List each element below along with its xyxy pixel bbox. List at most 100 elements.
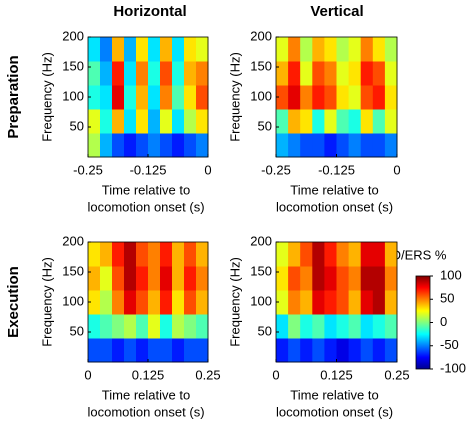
x-tick-label: 0.25 [384, 367, 409, 382]
heatmap-cell [324, 266, 337, 291]
heatmap-cell [88, 242, 101, 267]
heatmap-cell [336, 338, 350, 363]
heatmap-cell [136, 109, 149, 134]
heatmap-cell [300, 338, 313, 363]
x-tick-label: -0.125 [318, 162, 355, 177]
colorbar-tick-label: 100 [440, 267, 462, 282]
heatmap-cell [312, 37, 325, 62]
heatmap-cell [184, 85, 197, 110]
heatmap-cell [384, 37, 398, 62]
heatmap-cell [196, 242, 209, 267]
heatmap-cell [276, 338, 289, 363]
heatmap-cell [324, 242, 337, 267]
heatmap-cell [100, 37, 113, 62]
y-axis-label: Frequency (Hz) [39, 52, 54, 142]
x-axis-label: locomotion onset (s) [276, 199, 393, 214]
heatmap-cell [372, 109, 386, 134]
heatmap-cell [112, 290, 125, 315]
heatmap-cell [172, 242, 185, 267]
heatmap-cell [196, 85, 209, 110]
heatmap-cell [324, 37, 337, 62]
x-axis-label: Time relative to [102, 387, 190, 402]
heatmap-cell [372, 133, 386, 158]
heatmap-cell [384, 338, 398, 363]
y-tick-label: 200 [250, 28, 272, 43]
heatmap-cell [300, 242, 313, 267]
heatmap-cell [160, 133, 173, 158]
y-tick-label: 100 [62, 293, 84, 308]
heatmap-cell [300, 290, 313, 315]
heatmap-cell [288, 37, 301, 62]
heatmap-cell [148, 37, 161, 62]
heatmap-cell [288, 290, 301, 315]
heatmap-cell [124, 109, 137, 134]
heatmap-cell [172, 290, 185, 315]
y-tick-label: 100 [62, 88, 84, 103]
heatmap-cell [196, 314, 209, 339]
heatmap-cell [288, 133, 301, 158]
heatmap-cell [184, 338, 197, 363]
heatmap-cell [288, 61, 301, 86]
heatmap-cell [100, 242, 113, 267]
heatmap-cell [360, 85, 374, 110]
heatmap-cell [160, 290, 173, 315]
y-tick-label: 150 [62, 263, 84, 278]
heatmap-cell [312, 314, 325, 339]
heatmap-cell [360, 37, 374, 62]
heatmap-cell [160, 37, 173, 62]
heatmap-cell [112, 37, 125, 62]
heatmap-cell [384, 266, 398, 291]
heatmap-cell [112, 314, 125, 339]
heatmap-cell [100, 290, 113, 315]
heatmap-cell [348, 290, 362, 315]
heatmap-cell [112, 338, 125, 363]
x-tick-label: 0.125 [320, 367, 353, 382]
heatmap-cell [348, 37, 362, 62]
heatmap-cell [348, 314, 362, 339]
heatmap-cell [148, 85, 161, 110]
heatmap-cell [384, 133, 398, 158]
heatmap-cell [336, 109, 350, 134]
heatmap-cell [172, 338, 185, 363]
heatmap-cell [324, 61, 337, 86]
heatmap-cell [88, 85, 101, 110]
heatmap-cell [360, 266, 374, 291]
colorbar-tick-label: 50 [440, 291, 454, 306]
heatmap-cell [136, 266, 149, 291]
heatmap-cell [324, 338, 337, 363]
heatmap-cell [136, 85, 149, 110]
x-tick-label: -0.25 [73, 162, 103, 177]
heatmap-cell [184, 37, 197, 62]
heatmap-cell [136, 133, 149, 158]
heatmap-cell [372, 61, 386, 86]
heatmap-cell [312, 85, 325, 110]
heatmap-cell [100, 61, 113, 86]
y-tick-label: 200 [62, 28, 84, 43]
heatmap-cell [372, 290, 386, 315]
heatmap-cell [100, 314, 113, 339]
x-tick-label: 0 [84, 367, 91, 382]
heatmap-cell [276, 109, 289, 134]
heatmap-cell [276, 133, 289, 158]
heatmap-cell [372, 37, 386, 62]
heatmap-cell [348, 266, 362, 291]
heatmap-cell [112, 242, 125, 267]
heatmap-cell [336, 266, 350, 291]
heatmap-cell [348, 242, 362, 267]
heatmap-cell [348, 85, 362, 110]
heatmap-cell [276, 314, 289, 339]
heatmap-cell [384, 61, 398, 86]
heatmap-cell [112, 85, 125, 110]
y-tick-label: 200 [250, 233, 272, 248]
heatmap-cell [124, 37, 137, 62]
y-tick-label: 150 [250, 58, 272, 73]
x-axis-label: locomotion onset (s) [87, 199, 204, 214]
x-axis-label: locomotion onset (s) [87, 404, 204, 419]
heatmap-cell [312, 61, 325, 86]
heatmap-cell [88, 266, 101, 291]
heatmap-cell [88, 37, 101, 62]
heatmap-cell [196, 133, 209, 158]
heatmap-cell [372, 266, 386, 291]
heatmap-cell [300, 109, 313, 134]
y-tick-label: 150 [250, 263, 272, 278]
